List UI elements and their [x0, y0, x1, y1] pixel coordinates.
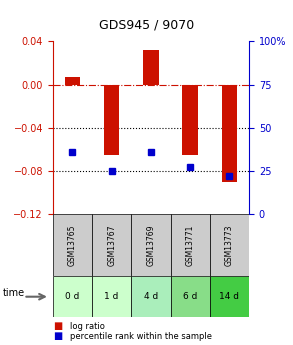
Bar	[104, 85, 120, 155]
Text: GSM13767: GSM13767	[107, 224, 116, 266]
Text: 4 d: 4 d	[144, 292, 158, 301]
Text: percentile rank within the sample: percentile rank within the sample	[70, 332, 212, 341]
Bar	[53, 214, 92, 276]
Text: GSM13765: GSM13765	[68, 224, 77, 266]
Bar	[92, 276, 131, 317]
Bar	[210, 276, 249, 317]
Bar	[143, 50, 159, 85]
Bar	[131, 276, 171, 317]
Bar	[92, 214, 131, 276]
Bar	[131, 214, 171, 276]
Text: 0 d: 0 d	[65, 292, 80, 301]
Text: 14 d: 14 d	[219, 292, 239, 301]
Text: GSM13769: GSM13769	[146, 224, 155, 266]
Bar	[182, 85, 198, 155]
Text: log ratio: log ratio	[70, 322, 105, 331]
Text: ■: ■	[53, 332, 62, 341]
Bar	[64, 77, 80, 85]
Text: GSM13773: GSM13773	[225, 224, 234, 266]
Text: ■: ■	[53, 321, 62, 331]
Bar	[53, 276, 92, 317]
Text: GDS945 / 9070: GDS945 / 9070	[99, 18, 194, 31]
Bar	[210, 214, 249, 276]
Bar	[171, 276, 210, 317]
Bar	[171, 214, 210, 276]
Bar	[222, 85, 237, 181]
Text: 1 d: 1 d	[104, 292, 119, 301]
Text: time: time	[3, 288, 25, 298]
Text: 6 d: 6 d	[183, 292, 197, 301]
Text: GSM13771: GSM13771	[186, 224, 195, 266]
